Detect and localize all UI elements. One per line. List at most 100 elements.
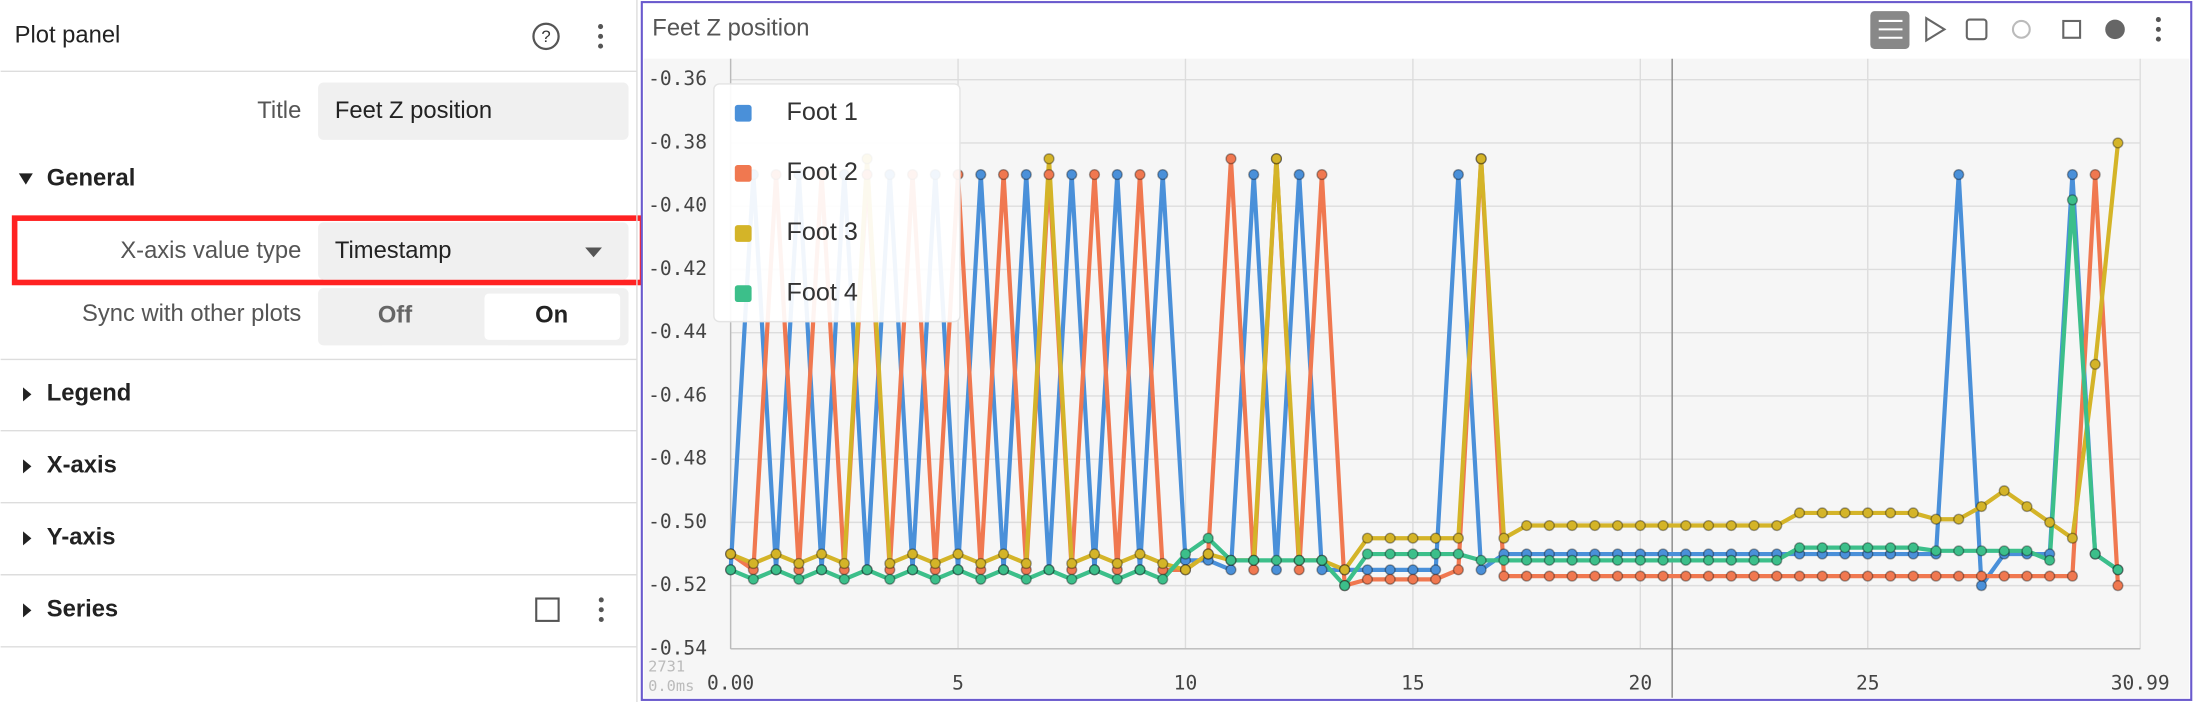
data-point bbox=[884, 573, 896, 585]
pan-tool[interactable] bbox=[2011, 19, 2031, 39]
y-tick-label: -0.44 bbox=[648, 320, 707, 343]
data-point bbox=[1384, 564, 1396, 576]
data-point bbox=[952, 564, 964, 576]
expand-arrow[interactable] bbox=[18, 173, 33, 185]
data-point bbox=[1680, 519, 1692, 532]
data-point bbox=[1680, 570, 1692, 582]
data-point bbox=[1088, 168, 1101, 181]
data-point bbox=[1998, 570, 2010, 582]
data-point bbox=[1452, 548, 1464, 560]
legend-label[interactable]: Foot 3 bbox=[787, 218, 858, 246]
data-point bbox=[1293, 168, 1305, 181]
section-header[interactable]: Series bbox=[47, 596, 118, 623]
fullscreen-button[interactable] bbox=[2062, 19, 2082, 39]
data-point bbox=[952, 548, 964, 560]
data-point bbox=[1452, 532, 1464, 544]
data-point bbox=[1611, 570, 1624, 582]
data-point bbox=[1907, 570, 1919, 582]
chart-title: Feet Z position bbox=[652, 15, 809, 42]
settings-button[interactable] bbox=[2105, 19, 2125, 40]
section-header[interactable]: X-axis bbox=[47, 452, 117, 479]
data-point bbox=[1793, 507, 1806, 519]
data-point bbox=[1543, 554, 1555, 566]
data-point bbox=[997, 564, 1010, 576]
data-point bbox=[1316, 554, 1328, 566]
section-general[interactable]: General bbox=[47, 164, 136, 191]
zoom-tool[interactable] bbox=[1965, 18, 1988, 41]
data-point bbox=[1725, 519, 1737, 532]
data-point bbox=[1361, 532, 1374, 544]
data-point bbox=[1270, 153, 1283, 165]
help-button[interactable] bbox=[532, 22, 560, 51]
data-point bbox=[1066, 573, 1078, 585]
data-point bbox=[1839, 570, 1851, 582]
collapse-arrow bbox=[23, 531, 32, 546]
section-header[interactable]: Y-axis bbox=[47, 524, 116, 551]
help-icon: ? bbox=[541, 27, 550, 46]
data-point bbox=[1771, 570, 1783, 582]
data-point bbox=[1998, 485, 2010, 497]
data-point bbox=[1816, 570, 1828, 582]
sync-on-bg bbox=[484, 293, 621, 340]
legend-label[interactable]: Foot 1 bbox=[787, 98, 858, 126]
data-point bbox=[2089, 168, 2101, 181]
data-point bbox=[1953, 168, 1965, 181]
data-point bbox=[1339, 564, 1351, 576]
legend-swatch[interactable] bbox=[734, 104, 752, 122]
data-point bbox=[2089, 548, 2101, 560]
data-point bbox=[2066, 168, 2079, 181]
sync-off[interactable]: Off bbox=[378, 301, 412, 328]
add-series-button[interactable] bbox=[535, 597, 560, 622]
data-point bbox=[1361, 564, 1374, 576]
legend-swatch[interactable] bbox=[734, 165, 752, 182]
data-point bbox=[1657, 570, 1669, 582]
sync-on[interactable]: On bbox=[535, 301, 568, 328]
legend-swatch[interactable] bbox=[734, 225, 752, 242]
data-point bbox=[1134, 564, 1146, 576]
data-point bbox=[1862, 570, 1874, 582]
y-tick-label: -0.52 bbox=[648, 573, 707, 596]
data-point bbox=[1748, 570, 1760, 582]
data-point bbox=[2021, 545, 2033, 557]
data-point bbox=[1498, 532, 1510, 544]
panel-menu-button[interactable] bbox=[598, 24, 604, 49]
dropdown-arrow bbox=[585, 247, 602, 258]
data-point bbox=[2044, 516, 2056, 528]
data-point bbox=[1930, 570, 1942, 582]
data-point bbox=[1111, 168, 1123, 181]
legend-label[interactable]: Foot 2 bbox=[787, 158, 858, 186]
legend-label[interactable]: Foot 4 bbox=[787, 278, 858, 306]
data-point bbox=[1384, 532, 1396, 544]
data-point bbox=[1566, 554, 1578, 566]
data-point bbox=[1020, 557, 1032, 570]
legend-swatch[interactable] bbox=[734, 285, 752, 303]
section-header[interactable]: Legend bbox=[47, 380, 132, 407]
corner-count: 2731 bbox=[648, 658, 685, 676]
data-point bbox=[1725, 570, 1737, 582]
data-point bbox=[1293, 564, 1305, 576]
data-point bbox=[793, 573, 805, 585]
data-point bbox=[1862, 542, 1874, 554]
data-point bbox=[1452, 564, 1464, 576]
y-tick-label: -0.38 bbox=[648, 130, 707, 153]
data-point bbox=[1975, 500, 1988, 513]
data-point bbox=[1430, 564, 1442, 576]
title-input[interactable] bbox=[318, 82, 629, 140]
data-point bbox=[1589, 554, 1601, 566]
data-point bbox=[1953, 513, 1965, 525]
data-point bbox=[1225, 564, 1237, 576]
chart-menu-button[interactable] bbox=[2155, 17, 2161, 42]
series-menu-dot bbox=[598, 616, 604, 623]
x-axis-type-select[interactable] bbox=[318, 222, 629, 280]
y-tick-label: -0.54 bbox=[648, 636, 707, 659]
data-point bbox=[1611, 519, 1624, 532]
data-point bbox=[1884, 570, 1897, 582]
data-point bbox=[1225, 554, 1237, 566]
data-point bbox=[2044, 570, 2056, 582]
legend-icon bbox=[1878, 19, 1903, 39]
data-point bbox=[1930, 545, 1942, 557]
data-point bbox=[929, 573, 941, 585]
data-point bbox=[1498, 570, 1510, 582]
data-point bbox=[975, 573, 987, 585]
select-tool[interactable] bbox=[1925, 16, 1947, 43]
